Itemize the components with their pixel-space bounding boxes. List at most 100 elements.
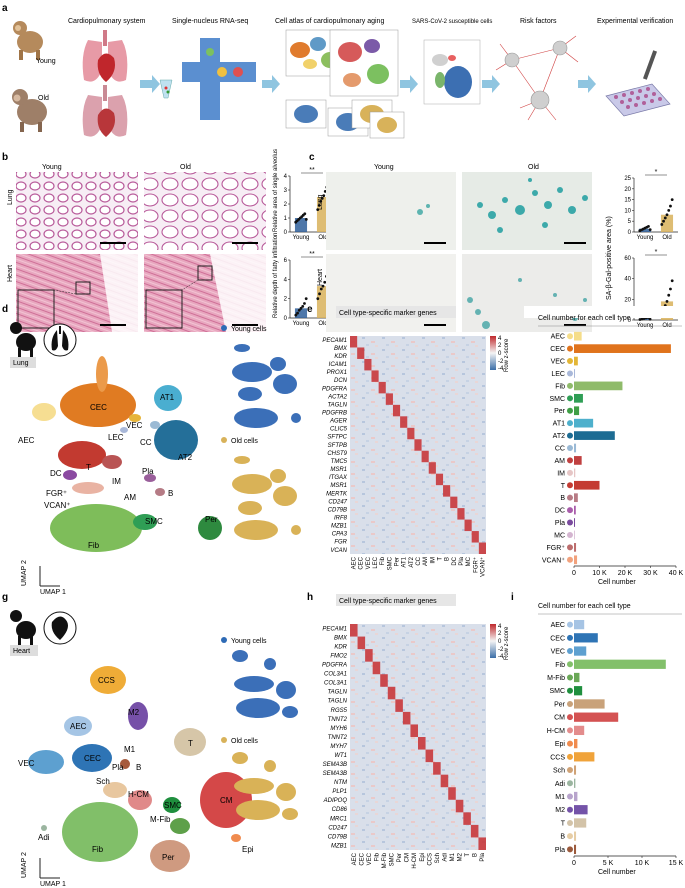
- f-category-label: T: [561, 483, 566, 490]
- b-fatty-dot: [303, 302, 306, 305]
- scale-bar: [100, 324, 126, 326]
- h-marker-block: [350, 624, 358, 637]
- f-category-dot: [567, 407, 573, 414]
- i-category-dot: [567, 753, 573, 760]
- cell-atlas-icon: [285, 29, 405, 139]
- c-lung-dot: [647, 224, 650, 228]
- g-cluster-labels: CCS AEC M2 T VEC CEC M1 Pla B Sch H-CM S…: [18, 676, 254, 862]
- b-alveolus-dot: [317, 204, 321, 207]
- e-gene-label: DCN: [334, 378, 348, 384]
- b-row-lung: Lung: [7, 189, 14, 205]
- b-heart-old-inset: [145, 289, 183, 329]
- f-category-dot: [567, 370, 573, 377]
- e-marker-block: [378, 381, 386, 394]
- i-bar: [574, 791, 578, 802]
- g-label-sch: Sch: [96, 777, 110, 786]
- d-label-t: T: [86, 463, 91, 472]
- d-label-per: Per: [205, 515, 218, 524]
- e-gene-label: ICAM1: [329, 362, 347, 368]
- panel-b: Young Old Lung Heart 0 1 2 3 4 Young Old ** Rela…: [7, 149, 334, 332]
- d-label-cec: CEC: [90, 403, 107, 412]
- sitting-monkey-icon: [10, 610, 36, 646]
- d-label-am: AM: [124, 493, 136, 502]
- d-label-vec: VEC: [126, 421, 143, 430]
- panel-c: Young Old Lung Heart SA-β-Gal-positive a…: [317, 164, 678, 332]
- i-bar: [574, 765, 577, 775]
- h-marker-block: [380, 674, 388, 687]
- e-gene-label: MSR1: [330, 467, 347, 473]
- i-bar: [574, 738, 578, 749]
- c-chart-lung: 0 5 10 15 20 25 Young Old *: [624, 169, 678, 241]
- i-category-dot: [567, 687, 573, 694]
- i-category-dot: [567, 740, 573, 747]
- b-lung-old-image: [144, 172, 266, 250]
- f-category-dot: [567, 494, 573, 501]
- i-x-tick-label: 5 K: [603, 860, 614, 867]
- b-alveolus-dot: [323, 190, 327, 193]
- b-lung-young-image: [16, 172, 138, 250]
- b-fatty-dot: [296, 311, 299, 315]
- i-category-dot: [567, 674, 573, 681]
- i-category-dot: [567, 806, 573, 813]
- h-legend-bar: [490, 624, 496, 658]
- e-legend-tick-3: -2: [498, 359, 504, 365]
- c-lung-bar: [638, 228, 652, 232]
- step-risk: Risk factors: [520, 18, 557, 25]
- d-cluster-labels: AEC CEC VEC LEC AT1 CC AT2 DC Pla T IM A…: [18, 393, 218, 550]
- d-organ-label: Lung: [13, 360, 29, 367]
- i-category-dot: [567, 767, 573, 774]
- e-gene-label: ACTA2: [327, 394, 348, 400]
- h-gene-label: CD79B: [328, 834, 347, 840]
- i-category-label: T: [561, 820, 566, 827]
- g-label-b: B: [136, 763, 141, 772]
- e-column-label: DC: [452, 556, 458, 565]
- h-gene-label: ADIPOQ: [323, 798, 348, 804]
- h-legend-tick-4: -4: [498, 654, 504, 660]
- e-gene-label: FGR: [334, 540, 347, 546]
- lung-icon: [51, 326, 69, 351]
- i-category-label: Epi: [555, 741, 566, 748]
- panel-letter-h: h: [307, 592, 313, 603]
- h-marker-block: [372, 661, 381, 675]
- lung-heart-young-icon: [82, 30, 128, 82]
- e-marker-block: [443, 485, 451, 497]
- step-sars: SARS-CoV-2 susceptible cells: [412, 19, 492, 25]
- panel-d: Lung AEC CEC VEC LEC: [10, 322, 301, 596]
- e-gene-label: PDGFRB: [322, 411, 347, 417]
- e-legend-tick-2: 0: [498, 351, 502, 357]
- f-category-label: Fib: [555, 383, 565, 390]
- i-bar: [574, 633, 598, 643]
- h-gene-label: MZB1: [331, 843, 347, 849]
- h-gene-label: BMX: [334, 635, 348, 641]
- h-gene-label: TAGLN: [327, 690, 347, 696]
- f-bar: [574, 543, 577, 552]
- h-column-label: Sch: [435, 853, 441, 863]
- c-lung-sig: *: [655, 169, 658, 176]
- g-umap: [28, 666, 252, 879]
- f-category-dot: [567, 544, 573, 551]
- i-category-dot: [567, 700, 573, 707]
- e-column-label: IM: [430, 557, 436, 564]
- b-fatty-x-label: Old: [318, 321, 327, 327]
- e-gene-label: PDGFRA: [322, 386, 347, 392]
- c-lung-dot: [648, 228, 652, 232]
- e-gene-label: ITGAX: [329, 475, 348, 481]
- scale-bar: [232, 242, 258, 244]
- h-column-label: H-CM: [412, 853, 418, 869]
- h-column-label: CCS: [427, 853, 433, 866]
- f-category-dot: [567, 445, 573, 451]
- h-column-label: SMC: [390, 852, 396, 866]
- b-alveolus-dot: [322, 194, 326, 198]
- i-category-dot: [567, 661, 573, 668]
- c-heart-old-image: [462, 254, 592, 332]
- i-title: Cell number for each cell type: [538, 603, 631, 610]
- b-fatty-dot: [304, 297, 308, 301]
- c-heart-dot: [648, 317, 652, 321]
- risk-factor-network-icon: [495, 35, 579, 121]
- panel-letter-e: e: [307, 304, 313, 315]
- i-bar: [574, 712, 619, 722]
- flow-arrows: [140, 75, 596, 93]
- snrnaseq-icon: [159, 38, 256, 120]
- f-x-tick-label: 20 K: [618, 570, 633, 577]
